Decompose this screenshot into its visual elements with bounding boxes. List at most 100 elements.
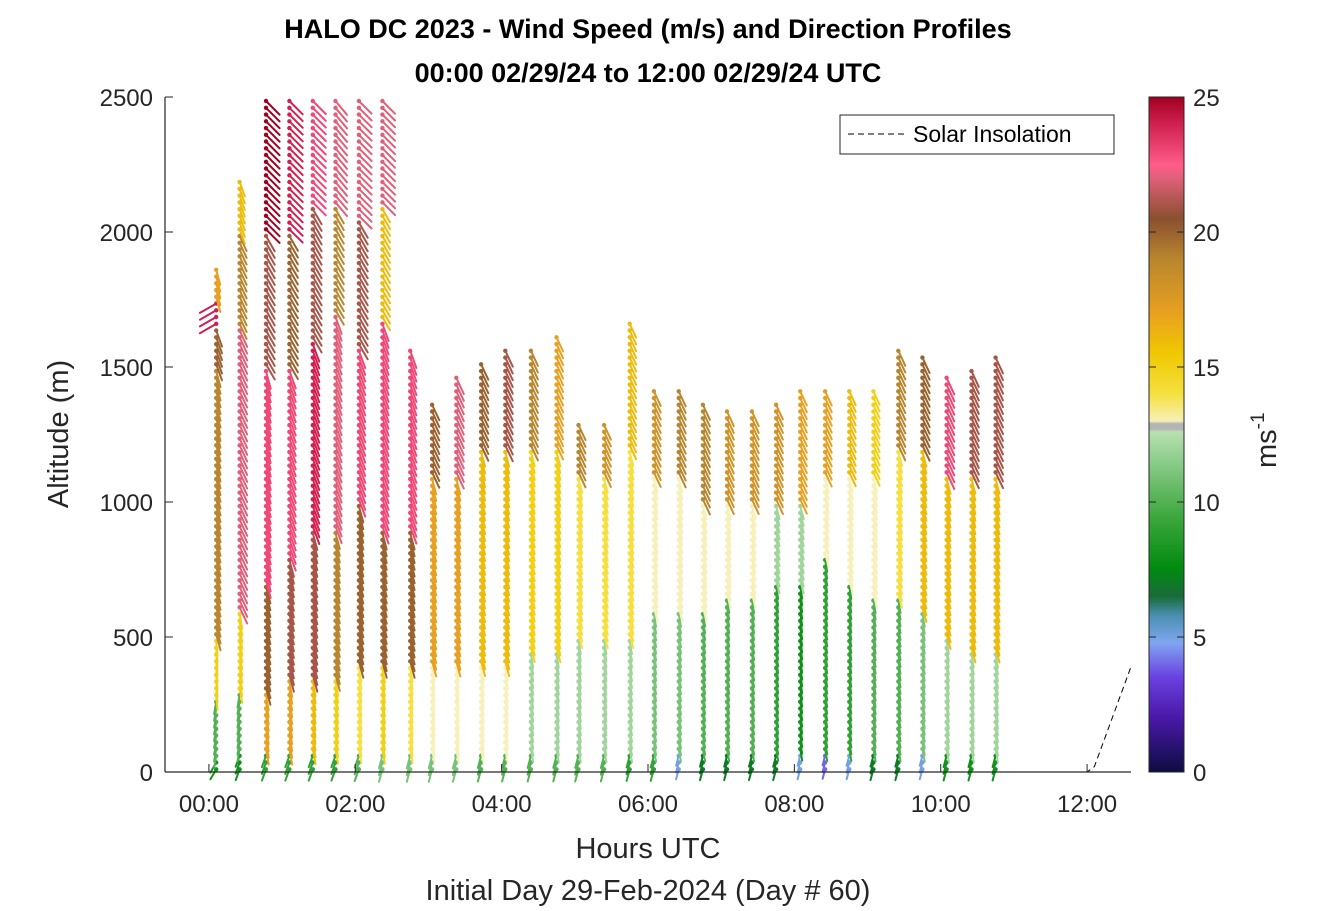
wind-barb bbox=[628, 721, 633, 737]
wind-barb bbox=[288, 532, 297, 552]
wind-barb bbox=[677, 417, 687, 435]
wind-barb bbox=[555, 451, 562, 468]
barb-point bbox=[214, 267, 219, 272]
barb-point bbox=[237, 530, 242, 536]
wind-barb bbox=[945, 619, 952, 637]
wind-barb bbox=[555, 579, 562, 596]
wind-barb bbox=[409, 532, 416, 551]
wind-barb bbox=[555, 511, 562, 528]
barb-point bbox=[429, 429, 435, 434]
wind-barb bbox=[480, 457, 487, 475]
wind-barb bbox=[824, 390, 833, 407]
barb-point bbox=[969, 449, 974, 455]
wind-barb bbox=[238, 208, 246, 225]
wind-barb bbox=[334, 741, 340, 758]
wind-barb bbox=[970, 518, 977, 536]
wind-barb bbox=[628, 640, 633, 656]
wind-barb bbox=[238, 322, 248, 340]
y-axis-label: Altitude (m) bbox=[43, 360, 75, 508]
wind-barb bbox=[381, 383, 390, 403]
barb-point bbox=[503, 355, 508, 360]
wind-barb bbox=[265, 579, 272, 599]
wind-barb bbox=[799, 565, 805, 581]
wind-barb bbox=[577, 545, 584, 562]
wind-barb bbox=[504, 633, 511, 650]
barb-point bbox=[478, 389, 484, 394]
wind-barb bbox=[504, 599, 511, 617]
wind-barb bbox=[265, 154, 281, 170]
wind-barb bbox=[311, 586, 319, 605]
barb-point bbox=[356, 179, 362, 185]
wind-barb bbox=[750, 538, 757, 555]
wind-barb bbox=[872, 525, 878, 541]
wind-barb bbox=[677, 437, 687, 455]
wind-barb bbox=[311, 201, 327, 217]
wind-barb bbox=[311, 437, 321, 458]
wind-barb bbox=[455, 403, 465, 422]
wind-barb bbox=[994, 484, 1001, 502]
barb-point bbox=[237, 544, 242, 549]
barb-point bbox=[380, 152, 385, 158]
wind-barb bbox=[652, 579, 659, 595]
wind-barb bbox=[238, 228, 246, 245]
wind-barb bbox=[897, 430, 907, 448]
wind-barb bbox=[970, 397, 980, 415]
wind-barb bbox=[504, 383, 514, 402]
wind-barb bbox=[555, 370, 565, 387]
wind-barb bbox=[577, 606, 584, 623]
wind-barb bbox=[775, 538, 781, 554]
wind-barb bbox=[409, 397, 418, 417]
barb-point bbox=[429, 402, 435, 407]
wind-barb bbox=[945, 565, 952, 583]
wind-barb bbox=[555, 586, 562, 603]
wind-barb bbox=[994, 579, 1001, 596]
wind-barb bbox=[555, 343, 565, 360]
barb-point bbox=[287, 132, 292, 137]
wind-barb bbox=[628, 667, 633, 683]
wind-barb bbox=[357, 329, 369, 347]
wind-barb bbox=[409, 471, 418, 491]
wind-barb bbox=[480, 626, 487, 644]
wind-barb bbox=[480, 721, 485, 737]
wind-barb bbox=[431, 687, 436, 703]
wind-barb bbox=[288, 113, 304, 129]
wind-barb bbox=[529, 403, 539, 421]
wind-barb bbox=[504, 417, 514, 436]
wind-barb bbox=[504, 694, 509, 710]
barb-point bbox=[627, 389, 632, 394]
wind-barb bbox=[848, 579, 854, 595]
barb-point bbox=[676, 470, 681, 475]
colorbar-tick-label: 10 bbox=[1193, 490, 1220, 517]
barb-point bbox=[310, 139, 315, 144]
barb-point bbox=[237, 348, 242, 353]
barb-point bbox=[237, 490, 242, 495]
barb-point bbox=[798, 449, 803, 455]
wind-barb bbox=[628, 552, 635, 569]
barb-point bbox=[429, 409, 435, 414]
colorbar-tick-label: 25 bbox=[1193, 85, 1220, 112]
barb-point bbox=[237, 287, 242, 293]
wind-barb bbox=[603, 640, 608, 656]
wind-barb bbox=[215, 343, 223, 361]
wind-barb bbox=[265, 660, 272, 679]
wind-barb bbox=[970, 370, 980, 388]
wind-barb bbox=[504, 680, 509, 697]
wind-barb bbox=[480, 390, 490, 408]
barb-point bbox=[287, 193, 292, 198]
wind-barb bbox=[994, 538, 1001, 556]
wind-barb bbox=[357, 316, 369, 334]
wind-barb bbox=[334, 268, 345, 286]
barb-point bbox=[944, 375, 949, 380]
barb-point bbox=[700, 409, 706, 414]
wind-barb bbox=[334, 714, 340, 731]
wind-barb bbox=[577, 626, 584, 643]
barb-point bbox=[773, 490, 779, 495]
wind-barb bbox=[970, 484, 977, 502]
barb-point bbox=[920, 436, 925, 441]
wind-barb bbox=[288, 552, 297, 572]
wind-barb bbox=[628, 572, 635, 589]
wind-barb bbox=[334, 505, 343, 524]
barb-point bbox=[237, 463, 242, 468]
wind-barb bbox=[652, 538, 659, 555]
wind-barb bbox=[970, 687, 975, 703]
